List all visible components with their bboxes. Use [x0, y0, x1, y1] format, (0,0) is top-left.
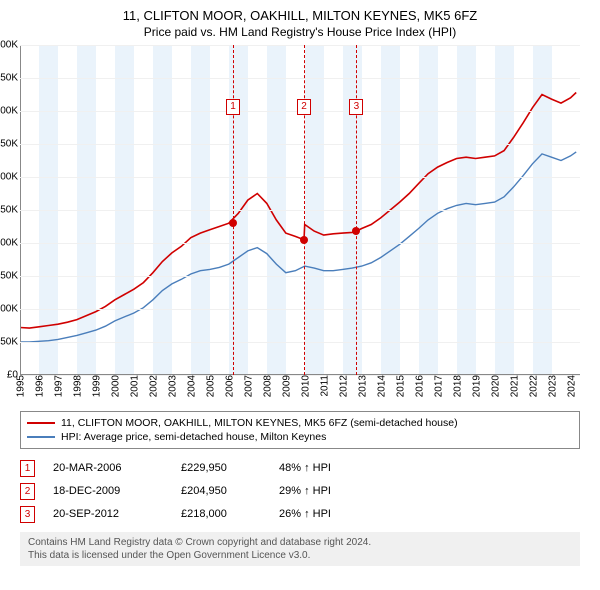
event-number: 3: [20, 506, 35, 523]
event-date: 20-SEP-2012: [53, 508, 163, 520]
x-axis-label: 2024: [564, 375, 577, 397]
x-axis-label: 2020: [488, 375, 501, 397]
x-axis-label: 2022: [526, 375, 539, 397]
x-axis-label: 1996: [32, 375, 45, 397]
event-price: £229,950: [181, 462, 261, 474]
legend-label: 11, CLIFTON MOOR, OAKHILL, MILTON KEYNES…: [61, 417, 458, 429]
x-axis-label: 2005: [203, 375, 216, 397]
x-axis-label: 2002: [146, 375, 159, 397]
x-axis-label: 2013: [355, 375, 368, 397]
x-axis-label: 2009: [279, 375, 292, 397]
event-price: £218,000: [181, 508, 261, 520]
y-axis-label: £150K: [0, 270, 20, 281]
x-axis-label: 2021: [507, 375, 520, 397]
footer-line-1: Contains HM Land Registry data © Crown c…: [28, 536, 572, 549]
y-axis-label: £100K: [0, 303, 20, 314]
gridline-h: [20, 78, 580, 79]
event-line: [304, 45, 305, 375]
x-axis-label: 2016: [412, 375, 425, 397]
series-line-hpi: [20, 152, 576, 342]
legend-swatch: [27, 422, 55, 424]
event-line: [233, 45, 234, 375]
y-axis-label: £200K: [0, 237, 20, 248]
footer-line-2: This data is licensed under the Open Gov…: [28, 549, 572, 562]
event-point-marker: [352, 227, 360, 235]
x-axis-label: 2018: [450, 375, 463, 397]
x-axis-label: 1998: [70, 375, 83, 397]
x-axis-label: 1995: [14, 375, 27, 397]
event-number: 2: [20, 483, 35, 500]
x-axis-label: 2011: [317, 375, 330, 397]
gridline-h: [20, 144, 580, 145]
x-axis-label: 2015: [393, 375, 406, 397]
chart-container: 11, CLIFTON MOOR, OAKHILL, MILTON KEYNES…: [0, 0, 600, 572]
x-axis-label: 2014: [374, 375, 387, 397]
event-marker-box: 3: [349, 99, 363, 115]
x-axis-label: 2012: [336, 375, 349, 397]
x-axis-label: 2007: [241, 375, 254, 397]
legend-item: 11, CLIFTON MOOR, OAKHILL, MILTON KEYNES…: [27, 416, 573, 430]
x-axis-label: 2000: [108, 375, 121, 397]
y-axis-label: £300K: [0, 171, 20, 182]
event-number: 1: [20, 460, 35, 477]
x-axis-label: 2019: [469, 375, 482, 397]
x-axis-label: 2004: [184, 375, 197, 397]
legend-label: HPI: Average price, semi-detached house,…: [61, 431, 326, 443]
y-axis-label: £400K: [0, 105, 20, 116]
x-axis-label: 2003: [165, 375, 178, 397]
plot-area: £0£50K£100K£150K£200K£250K£300K£350K£400…: [20, 45, 580, 375]
footer-attribution: Contains HM Land Registry data © Crown c…: [20, 532, 580, 566]
event-pct: 26% ↑ HPI: [279, 508, 369, 520]
legend-item: HPI: Average price, semi-detached house,…: [27, 430, 573, 444]
x-axis-label: 2023: [545, 375, 558, 397]
x-axis-label: 2006: [222, 375, 235, 397]
gridline-h: [20, 276, 580, 277]
gridline-h: [20, 342, 580, 343]
y-axis-label: £450K: [0, 72, 20, 83]
event-point-marker: [229, 219, 237, 227]
chart-title: 11, CLIFTON MOOR, OAKHILL, MILTON KEYNES…: [10, 8, 590, 25]
x-axis-label: 2008: [260, 375, 273, 397]
y-axis-label: £50K: [0, 336, 20, 347]
event-point-marker: [300, 236, 308, 244]
event-row: 2 18-DEC-2009 £204,950 29% ↑ HPI: [20, 480, 580, 503]
event-marker-box: 1: [226, 99, 240, 115]
event-date: 18-DEC-2009: [53, 485, 163, 497]
gridline-h: [20, 243, 580, 244]
x-axis-label: 1997: [51, 375, 64, 397]
gridline-h: [20, 309, 580, 310]
x-axis-label: 2001: [127, 375, 140, 397]
x-axis-label: 2010: [298, 375, 311, 397]
x-axis-label: 1999: [89, 375, 102, 397]
y-axis-label: £500K: [0, 39, 20, 50]
y-axis-label: £350K: [0, 138, 20, 149]
event-line: [356, 45, 357, 375]
event-row: 1 20-MAR-2006 £229,950 48% ↑ HPI: [20, 457, 580, 480]
y-axis-label: £250K: [0, 204, 20, 215]
x-axis-label: 2017: [431, 375, 444, 397]
event-price: £204,950: [181, 485, 261, 497]
legend: 11, CLIFTON MOOR, OAKHILL, MILTON KEYNES…: [20, 411, 580, 449]
event-pct: 48% ↑ HPI: [279, 462, 369, 474]
event-marker-box: 2: [297, 99, 311, 115]
event-row: 3 20-SEP-2012 £218,000 26% ↑ HPI: [20, 503, 580, 526]
events-table: 1 20-MAR-2006 £229,950 48% ↑ HPI 2 18-DEC-200…: [20, 457, 580, 526]
legend-swatch: [27, 436, 55, 438]
event-pct: 29% ↑ HPI: [279, 485, 369, 497]
gridline-h: [20, 177, 580, 178]
chart-subtitle: Price paid vs. HM Land Registry's House …: [10, 25, 590, 39]
gridline-h: [20, 210, 580, 211]
gridline-h: [20, 45, 580, 46]
event-date: 20-MAR-2006: [53, 462, 163, 474]
